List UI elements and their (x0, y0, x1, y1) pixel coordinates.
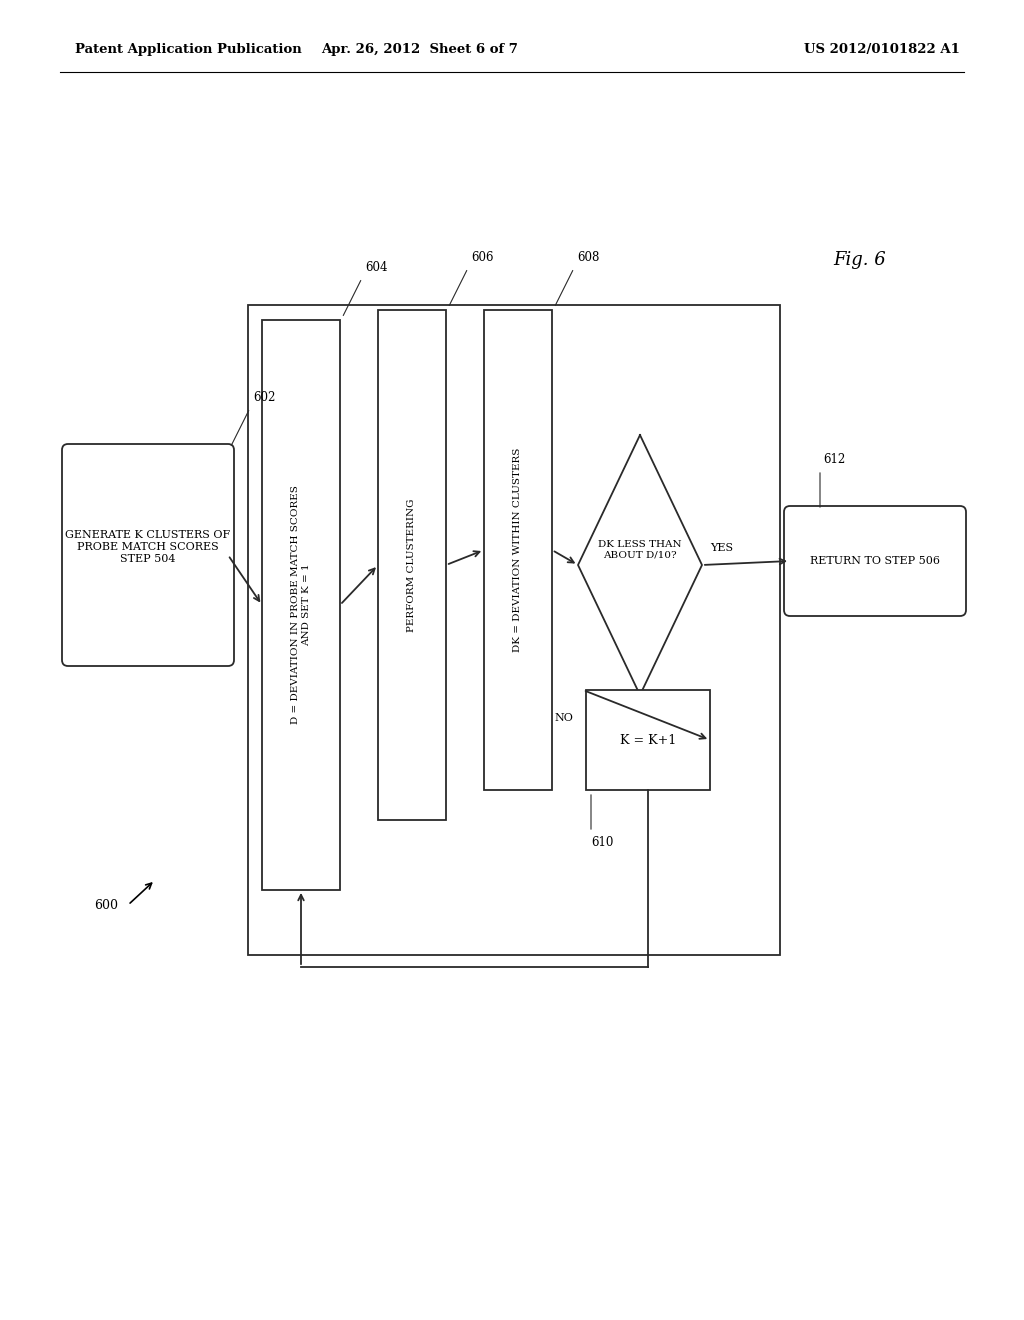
Text: D = DEVIATION IN PROBE MATCH SCORES
AND SET K = 1: D = DEVIATION IN PROBE MATCH SCORES AND … (291, 486, 310, 725)
Bar (262, 319, 340, 890)
Polygon shape (578, 436, 702, 696)
Text: RETURN TO STEP 506: RETURN TO STEP 506 (810, 556, 940, 566)
Text: NO: NO (554, 713, 573, 723)
Text: PERFORM CLUSTERING: PERFORM CLUSTERING (408, 498, 417, 632)
FancyBboxPatch shape (62, 444, 234, 667)
Bar (586, 690, 710, 789)
Text: DK LESS THAN
ABOUT D/10?: DK LESS THAN ABOUT D/10? (598, 540, 682, 560)
Text: 612: 612 (823, 453, 845, 466)
Text: 608: 608 (577, 251, 599, 264)
Text: 600: 600 (94, 899, 118, 912)
Text: Patent Application Publication: Patent Application Publication (75, 44, 302, 57)
FancyBboxPatch shape (784, 506, 966, 616)
Text: DK = DEVIATION WITHIN CLUSTERS: DK = DEVIATION WITHIN CLUSTERS (513, 447, 522, 652)
Text: GENERATE K CLUSTERS OF
PROBE MATCH SCORES
STEP 504: GENERATE K CLUSTERS OF PROBE MATCH SCORE… (66, 531, 230, 564)
Text: Apr. 26, 2012  Sheet 6 of 7: Apr. 26, 2012 Sheet 6 of 7 (322, 44, 518, 57)
Text: 604: 604 (365, 261, 387, 275)
Text: 606: 606 (471, 251, 494, 264)
Text: YES: YES (710, 543, 733, 553)
Text: US 2012/0101822 A1: US 2012/0101822 A1 (804, 44, 961, 57)
Bar (378, 310, 446, 820)
Text: 610: 610 (591, 836, 613, 849)
Text: K = K+1: K = K+1 (620, 734, 676, 747)
Text: Fig. 6: Fig. 6 (834, 251, 887, 269)
Bar (248, 305, 780, 954)
Bar (484, 310, 552, 789)
Text: 602: 602 (253, 391, 275, 404)
